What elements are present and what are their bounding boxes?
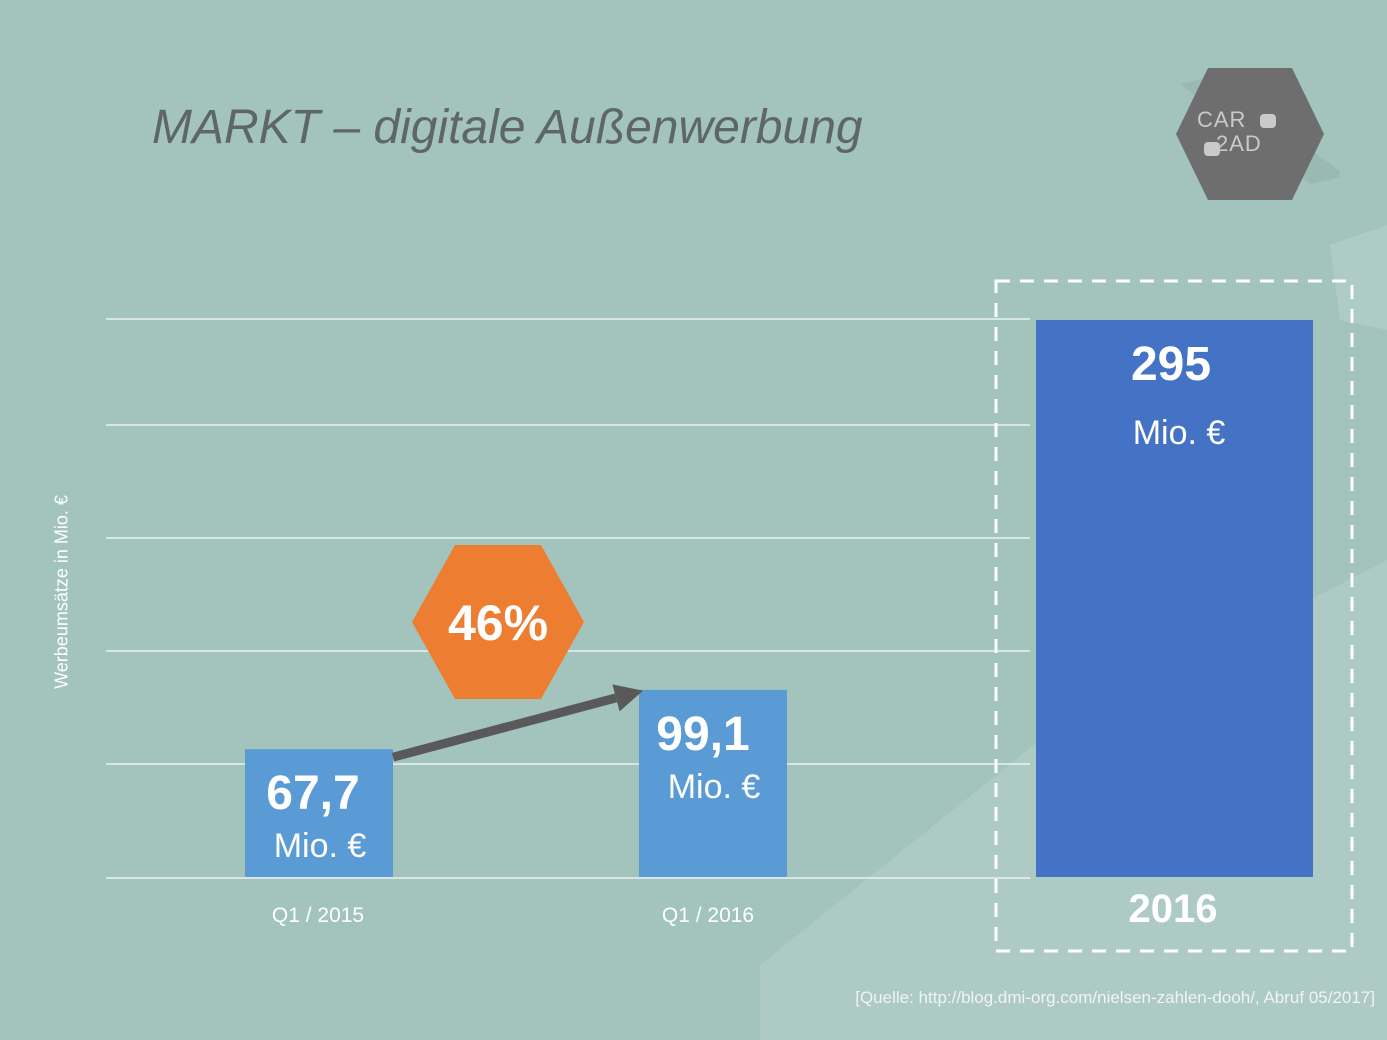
source-note: [Quelle: http://blog.dmi-org.com/nielsen… bbox=[855, 988, 1375, 1007]
x-tick-label: 2016 bbox=[1129, 887, 1218, 931]
bar-value-label: 295 bbox=[1131, 338, 1211, 391]
logo-line-2: 2AD bbox=[1216, 131, 1262, 156]
growth-arrow-shaft bbox=[391, 693, 618, 762]
bar-unit-label: Mio. € bbox=[1133, 414, 1226, 452]
bar bbox=[245, 749, 393, 877]
logo-line-1: CAR bbox=[1197, 107, 1247, 132]
x-tick-label: Q1 / 2016 bbox=[662, 904, 754, 927]
growth-badge bbox=[412, 545, 584, 699]
bar-unit-label: Mio. € bbox=[274, 827, 367, 865]
x-tick-label: Q1 / 2015 bbox=[272, 904, 364, 927]
bar-value-label: 99,1 bbox=[656, 708, 749, 761]
bar-value-label: 67,7 bbox=[266, 767, 359, 820]
card2ad-logo bbox=[1176, 68, 1340, 200]
bar-unit-label: Mio. € bbox=[668, 768, 761, 806]
page-title: MARKT – digitale Außenwerbung bbox=[152, 101, 863, 154]
growth-badge-label: 46% bbox=[448, 595, 548, 651]
logo-wordmark: CAR 2AD bbox=[1197, 108, 1277, 156]
highlight-frame bbox=[994, 279, 1354, 953]
growth-arrow-head bbox=[612, 684, 644, 712]
bar bbox=[1036, 320, 1313, 877]
bar bbox=[639, 689, 787, 877]
